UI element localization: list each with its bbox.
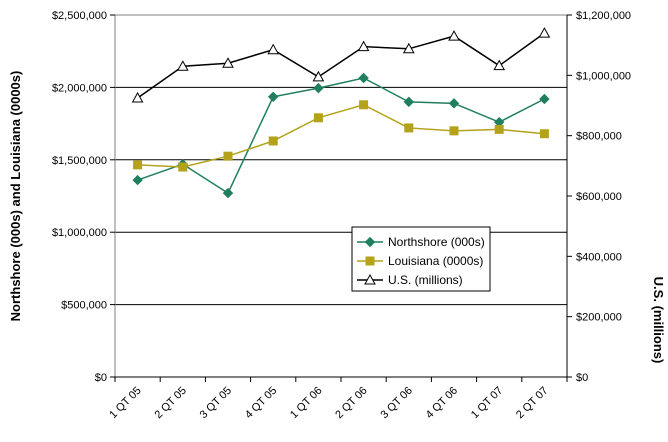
- data-point: [267, 91, 279, 103]
- legend: Northshore (000s) Louisiana (0000s) U.S. (…: [351, 226, 491, 292]
- data-point: [131, 91, 144, 103]
- data-point: [449, 126, 459, 136]
- data-point: [403, 96, 415, 108]
- data-point: [178, 162, 188, 172]
- data-point: [359, 100, 369, 110]
- gridlines: [115, 86, 567, 306]
- data-point: [404, 123, 414, 133]
- right-tick-label: $0: [576, 372, 588, 384]
- y-axis-title: Northshore (000s) and Louisiana (0000s): [8, 71, 23, 322]
- left-axis: $0 $500,000 $1,000,000 $1,500,000 $2,000,000…: [52, 10, 115, 384]
- data-point: [313, 113, 323, 123]
- data-point: [357, 40, 370, 52]
- right-tick-label: $200,000: [576, 312, 622, 324]
- x-tick-label: 2 QT 07: [514, 385, 550, 421]
- x-tick-label: 3 QT 06: [378, 385, 414, 421]
- series-1: [132, 72, 550, 199]
- right-tick-label: $600,000: [576, 191, 622, 203]
- data-point: [538, 27, 551, 38]
- data-point: [313, 82, 324, 94]
- series-line: [137, 77, 545, 195]
- series-3: [131, 27, 551, 103]
- legend-marker: [364, 273, 376, 285]
- data-point: [494, 124, 504, 134]
- x-tick-label: 4 QT 05: [243, 385, 279, 421]
- x-tick-label: 3 QT 05: [198, 385, 234, 421]
- x-tick-label: 4 QT 06: [424, 385, 460, 421]
- data-point: [358, 72, 369, 84]
- right-tick-label: $400,000: [576, 251, 622, 263]
- data-point: [448, 30, 460, 41]
- legend-marker: [364, 236, 376, 248]
- y2-axis-title: U.S. (millions): [651, 277, 666, 364]
- data-point: [267, 43, 280, 55]
- legend-entry: Northshore (000s): [388, 235, 485, 249]
- legend-entry: Louisiana (0000s): [388, 254, 483, 268]
- x-tick-label: 1 QT 06: [288, 385, 324, 421]
- data-point: [448, 98, 460, 109]
- left-tick-label: $2,500,000: [52, 10, 107, 22]
- data-point: [402, 42, 415, 54]
- series-line: [137, 32, 545, 99]
- series-layer: [131, 27, 551, 199]
- right-tick-label: $1,000,000: [576, 70, 631, 82]
- data-point: [268, 136, 278, 146]
- legend-entry: U.S. (millions): [388, 273, 463, 287]
- left-tick-label: $1,000,000: [52, 227, 107, 239]
- right-tick-label: $800,000: [576, 131, 622, 143]
- legend-marker: [365, 256, 375, 266]
- left-tick-label: $0: [95, 372, 107, 384]
- data-point: [539, 129, 549, 139]
- x-tick-label: 1 QT 05: [107, 385, 143, 421]
- right-axis: $0 $200,000 $400,000 $600,000 $800,000 $1,000…: [566, 10, 631, 384]
- data-point: [539, 93, 550, 105]
- data-point: [223, 151, 233, 161]
- x-tick-label: 2 QT 06: [333, 385, 369, 421]
- x-tick-label: 2 QT 05: [152, 385, 188, 421]
- series-2: [133, 100, 549, 172]
- right-tick-label: $1,200,000: [576, 10, 631, 22]
- data-point: [176, 60, 189, 71]
- data-point: [312, 70, 325, 82]
- x-axis: 1 QT 05 2 QT 05 3 QT 05 4 QT 05 1 QT 06 2 QT …: [107, 376, 568, 421]
- data-point: [222, 57, 234, 68]
- data-point: [222, 187, 234, 199]
- data-point: [493, 59, 506, 71]
- series-line: [137, 103, 545, 168]
- data-point: [132, 174, 143, 186]
- data-point: [133, 160, 143, 170]
- left-tick-label: $500,000: [61, 300, 107, 312]
- x-tick-label: 1 QT 07: [469, 385, 505, 421]
- left-tick-label: $2,000,000: [52, 82, 107, 94]
- left-tick-label: $1,500,000: [52, 155, 107, 167]
